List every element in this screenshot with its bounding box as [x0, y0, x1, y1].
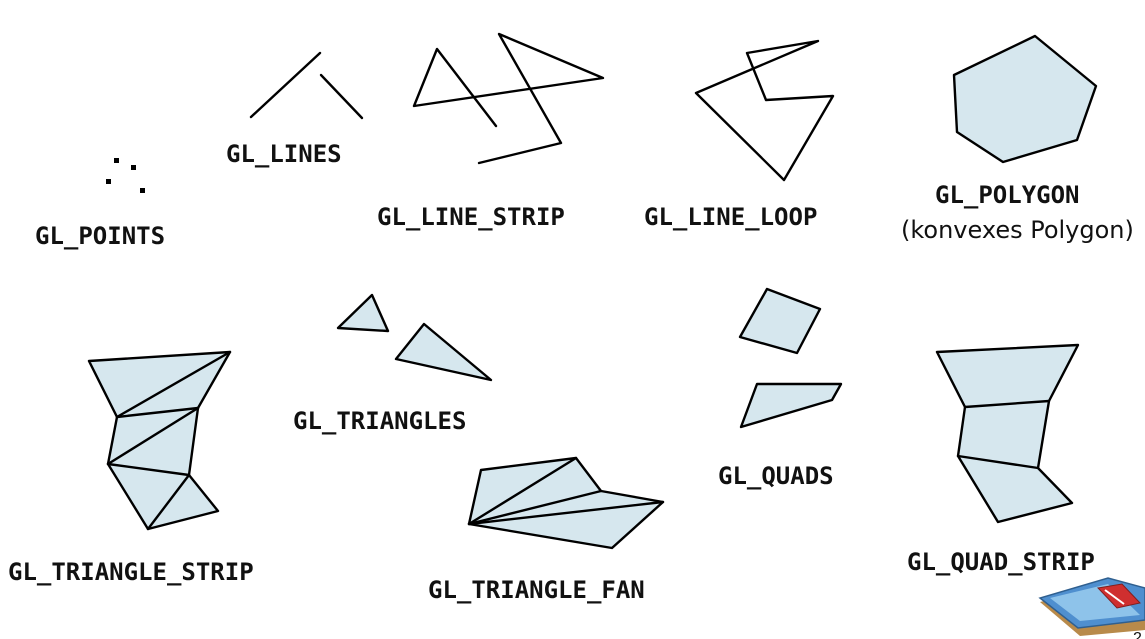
strip-edge-2 — [106, 462, 191, 477]
strip-diagonal-3 — [146, 473, 191, 531]
fan-spoke-2 — [467, 489, 603, 526]
point-3 — [106, 179, 111, 184]
points-shape — [106, 158, 145, 193]
triangle-strip-outline — [87, 350, 232, 531]
label-gl-quads: GL_QUADS — [718, 462, 834, 490]
label-gl-line-loop: GL_LINE_LOOP — [644, 203, 817, 231]
label-gl-lines: GL_LINES — [226, 140, 342, 168]
polygon-shape — [952, 34, 1098, 164]
label-gl-polygon: GL_POLYGON — [935, 181, 1080, 209]
label-gl-quad-strip: GL_QUAD_STRIP — [907, 548, 1095, 576]
strip-edge-1 — [115, 406, 200, 419]
page-number: 2 — [1133, 630, 1142, 639]
fan-spoke-1 — [467, 456, 578, 526]
point-1 — [114, 158, 119, 163]
line-loop-shape — [694, 39, 835, 182]
triangle-strip-shape — [87, 350, 232, 531]
point-4 — [140, 188, 145, 193]
book-logo-icon — [1038, 577, 1145, 636]
line-segment-1 — [249, 51, 322, 119]
triangle-2 — [394, 322, 493, 382]
label-gl-points: GL_POINTS — [35, 222, 165, 250]
quad-1 — [738, 287, 822, 355]
line-segment-2 — [319, 73, 364, 120]
lines-shape — [249, 51, 364, 120]
label-gl-triangles: GL_TRIANGLES — [293, 407, 466, 435]
quads-shape — [738, 287, 843, 429]
triangles-shape — [336, 293, 493, 382]
book-bookmark — [1096, 583, 1141, 609]
quad-strip-edge-2 — [956, 454, 1040, 470]
label-gl-triangle-strip: GL_TRIANGLE_STRIP — [8, 558, 254, 586]
quad-2 — [739, 382, 843, 429]
strip-diagonal-2 — [106, 406, 200, 466]
point-2 — [131, 165, 136, 170]
label-gl-line-strip: GL_LINE_STRIP — [377, 203, 565, 231]
triangle-fan-outline — [467, 456, 665, 550]
triangle-fan-shape — [467, 456, 665, 550]
label-gl-triangle-fan: GL_TRIANGLE_FAN — [428, 576, 645, 604]
strip-diagonal-1 — [115, 350, 232, 419]
book-bookmark-stripe — [1104, 589, 1125, 605]
fan-spoke-3 — [467, 500, 665, 526]
quad-strip-outline — [935, 343, 1080, 524]
triangle-1 — [336, 293, 390, 333]
line-strip-shape — [412, 32, 605, 165]
quad-strip-shape — [935, 343, 1080, 524]
polygon-note: (konvexes Polygon) — [901, 216, 1134, 244]
quad-strip-edge-1 — [963, 399, 1051, 409]
